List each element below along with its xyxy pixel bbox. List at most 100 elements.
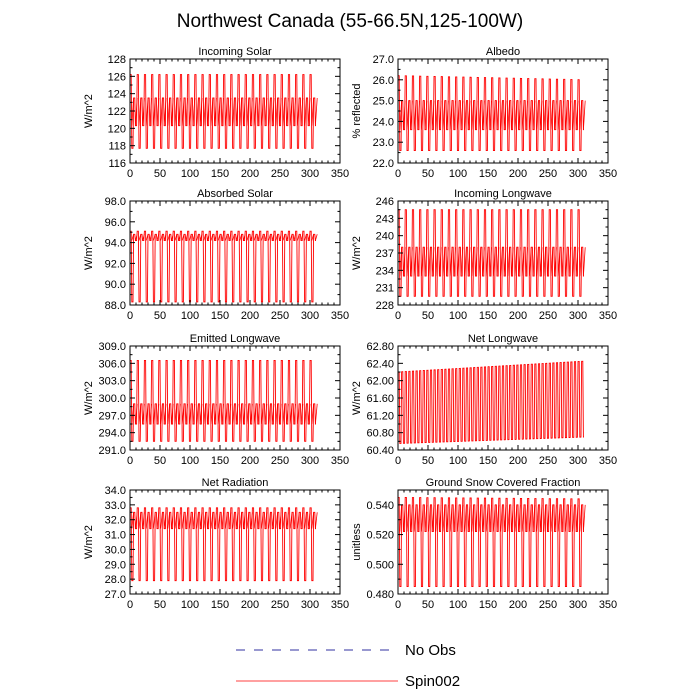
series-band-segment	[156, 234, 160, 241]
y-tick-label: 60.40	[366, 445, 394, 457]
series-band-segment	[572, 100, 575, 130]
series-band-segment	[297, 512, 300, 529]
series-band-segment	[550, 504, 554, 532]
panel-title: Incoming Longwave	[454, 188, 552, 200]
y-tick-label: 23.0	[373, 137, 394, 149]
x-tick-label: 100	[449, 455, 467, 467]
series-band-segment	[286, 234, 289, 241]
series-band-segment	[449, 247, 453, 277]
series-band-segment	[399, 100, 402, 130]
series-band-segment	[192, 234, 196, 241]
series-band-segment	[439, 100, 442, 130]
series-band-segment	[257, 234, 260, 241]
series-band-segment	[289, 512, 293, 529]
series-band-segment	[199, 234, 203, 241]
series-band-segment	[575, 100, 579, 130]
x-tick-label: 0	[395, 599, 401, 611]
x-tick-label: 100	[181, 168, 199, 180]
legend: No Obs Spin002	[236, 642, 460, 690]
panel-2: Absorbed Solar W/m^2 0 50 100 150 200 250 300 350…	[83, 188, 349, 322]
y-tick-label: 98.0	[105, 196, 126, 208]
series-band-segment	[153, 403, 156, 425]
series-band-segment	[557, 504, 561, 532]
series-band-segment	[178, 403, 181, 425]
x-tick-label: 350	[599, 168, 617, 180]
series-band-segment	[246, 403, 250, 425]
series-band-segment	[565, 504, 568, 532]
y-tick-label: 128	[108, 54, 126, 66]
series-band-segment	[575, 247, 579, 277]
series-band-segment	[446, 100, 449, 130]
series-band-segment	[192, 512, 196, 529]
series-band-segment	[464, 247, 467, 277]
series-band-segment	[518, 247, 521, 277]
x-tick-label: 150	[211, 168, 229, 180]
panel-1: Albedo % reflected 0 50 100 150 200 250 300 350 22…	[351, 46, 617, 180]
series-band-segment	[228, 403, 232, 425]
y-tick-label: 237	[376, 248, 394, 260]
series-band-segment	[536, 100, 539, 130]
y-tick-label: 246	[376, 196, 394, 208]
y-tick-label: 118	[108, 141, 126, 153]
y-tick-label: 306.0	[98, 358, 126, 370]
y-tick-label: 0.520	[366, 530, 394, 542]
series-band-segment	[410, 247, 413, 277]
x-tick-label: 350	[331, 455, 349, 467]
y-tick-label: 33.0	[105, 500, 126, 512]
series-band-segment	[500, 247, 503, 277]
y-tick-label: 32.0	[105, 515, 126, 527]
x-tick-label: 350	[331, 168, 349, 180]
series-band-segment	[207, 403, 210, 425]
series-band-segment	[253, 234, 257, 241]
series-band-segment	[243, 403, 246, 425]
series-band-segment	[482, 504, 485, 532]
y-tick-label: 0.540	[366, 500, 394, 512]
series-band-segment	[221, 234, 224, 241]
series-band-segment	[293, 97, 296, 126]
series-band-segment	[467, 504, 471, 532]
y-tick-label: 0.500	[366, 559, 394, 571]
series-band-segment	[431, 247, 435, 277]
x-tick-label: 300	[569, 455, 587, 467]
series-band-segment	[210, 403, 214, 425]
x-tick-label: 250	[271, 310, 289, 322]
series-band-segment	[264, 403, 268, 425]
series-band-segment	[243, 512, 246, 529]
series-band-segment	[199, 512, 203, 529]
series-band-segment	[547, 247, 550, 277]
series-band-segment	[271, 403, 275, 425]
series-band-segment	[210, 512, 214, 529]
series-band-segment	[478, 504, 482, 532]
series-band-segment	[439, 247, 442, 277]
series-band-segment	[500, 100, 503, 130]
y-tick-label: 34.0	[105, 485, 126, 497]
series-band-segment	[406, 247, 410, 277]
series-band-segment	[264, 512, 268, 529]
x-tick-label: 250	[271, 599, 289, 611]
y-tick-label: 62.40	[366, 358, 394, 370]
series-band-segment	[532, 100, 536, 130]
series-band-segment	[243, 234, 246, 241]
panel-title: Absorbed Solar	[197, 188, 273, 200]
series-band-segment	[529, 247, 532, 277]
series-band-segment	[171, 403, 174, 425]
series-band-segment	[482, 100, 485, 130]
series-band-segment	[203, 512, 206, 529]
series-band-segment	[185, 403, 188, 425]
series-band-segment	[232, 512, 235, 529]
series-band-segment	[178, 234, 181, 241]
series-band-segment	[253, 403, 257, 425]
y-tick-label: 240	[376, 231, 394, 243]
series-band-segment	[268, 234, 271, 241]
figure-title: Northwest Canada (55-66.5N,125-100W)	[177, 11, 523, 32]
series-band-segment	[225, 512, 228, 529]
y-tick-label: 309.0	[98, 341, 126, 353]
series-band-segment	[511, 100, 514, 130]
series-band-segment	[189, 97, 192, 126]
series-band-segment	[246, 512, 250, 529]
series-band-segment	[282, 512, 286, 529]
series-band-segment	[583, 504, 586, 532]
series-band-segment	[268, 512, 271, 529]
x-tick-label: 0	[127, 168, 133, 180]
